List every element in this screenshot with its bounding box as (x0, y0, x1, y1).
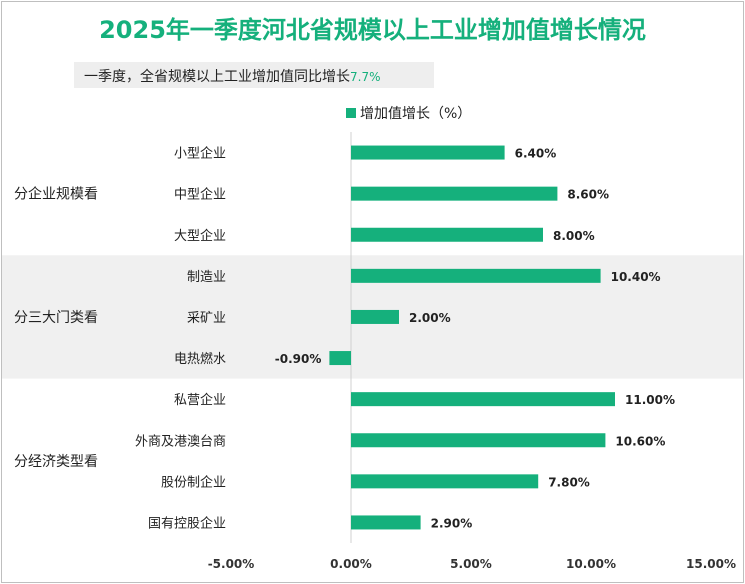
bar (351, 474, 539, 489)
data-label: 10.60% (615, 434, 665, 448)
bar (351, 392, 615, 407)
x-tick-label: -5.00% (208, 557, 255, 571)
x-tick-label: 10.00% (566, 557, 616, 571)
x-tick-label: 5.00% (450, 557, 492, 571)
category-label: 采矿业 (187, 311, 226, 326)
category-label: 股份制企业 (161, 474, 226, 490)
group-label: 分企业规模看 (14, 186, 98, 203)
bar (351, 268, 601, 283)
category-label: 中型企业 (174, 187, 226, 203)
legend-label: 增加值增长（%） (360, 106, 471, 122)
data-label: 6.40% (515, 147, 557, 161)
category-label: 私营企业 (174, 392, 226, 408)
legend-swatch (346, 108, 356, 118)
chart-title: 2025年一季度河北省规模以上工业增加值增长情况 (99, 16, 646, 44)
subtitle: 一季度，全省规模以上工业增加值同比增长7.7% (84, 66, 381, 86)
category-label: 制造业 (187, 270, 226, 285)
data-label: 8.00% (553, 229, 595, 243)
data-label: -0.90% (275, 352, 322, 366)
group-label: 分三大门类看 (14, 310, 98, 326)
category-label: 小型企业 (174, 146, 226, 162)
bar (351, 227, 543, 242)
category-label: 外商及港澳台商 (135, 433, 226, 449)
data-label: 8.60% (567, 188, 609, 202)
category-label: 电热燃水 (174, 351, 226, 367)
bar (351, 145, 505, 160)
bar (329, 351, 351, 366)
x-tick-label: 0.00% (330, 557, 372, 571)
data-label: 10.40% (611, 270, 661, 284)
bar (351, 515, 421, 530)
subtitle-value: 7.7% (350, 70, 381, 84)
bar (351, 309, 399, 324)
subtitle-text: 一季度，全省规模以上工业增加值同比增长 (84, 69, 350, 85)
data-label: 7.80% (548, 475, 590, 489)
data-label: 11.00% (625, 393, 675, 407)
bar (351, 433, 606, 448)
data-label: 2.00% (409, 311, 451, 325)
group-label: 分经济类型看 (14, 454, 98, 470)
data-label: 2.90% (431, 516, 473, 530)
subtitle-box: 一季度，全省规模以上工业增加值同比增长7.7% (74, 62, 434, 88)
bar (351, 186, 558, 201)
category-label: 大型企业 (174, 228, 226, 244)
category-label: 国有控股企业 (148, 515, 226, 531)
x-tick-label: 15.00% (686, 557, 736, 571)
